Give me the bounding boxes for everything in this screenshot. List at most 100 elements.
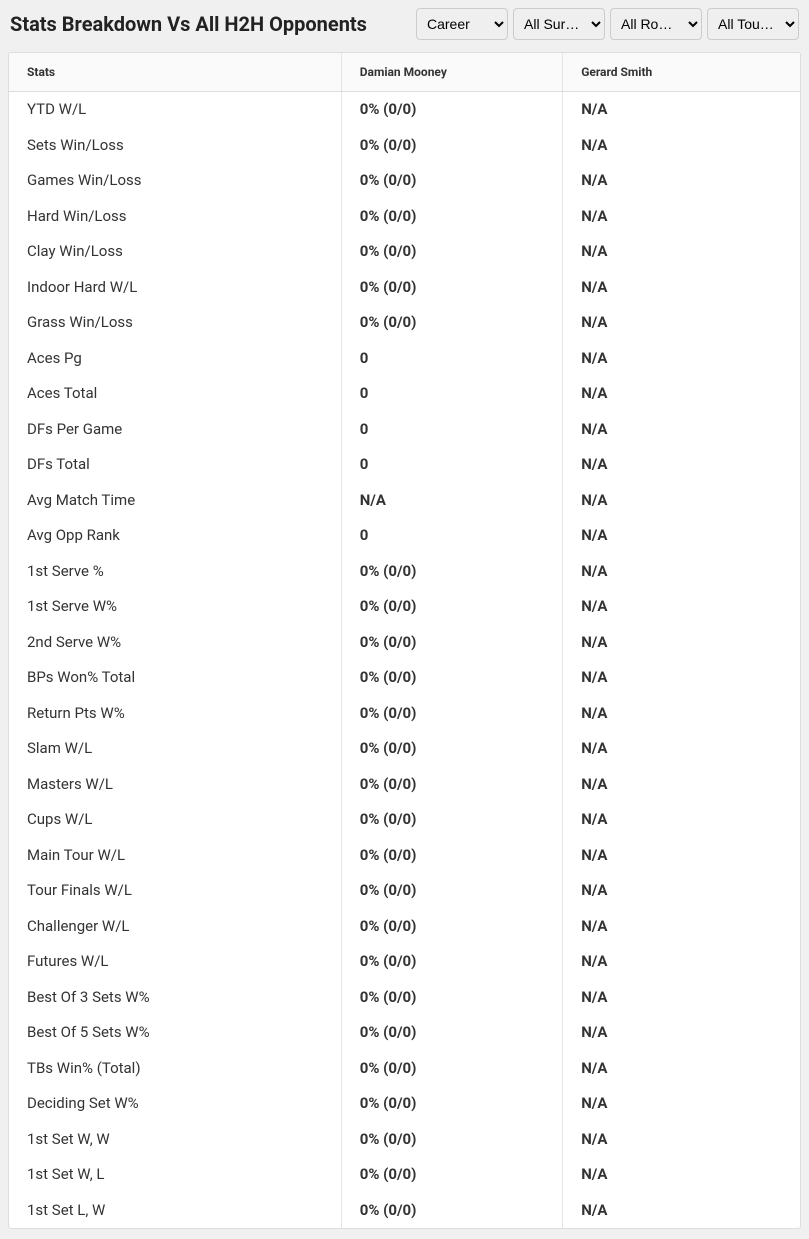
filters-group: Career All Surfaces All Rounds All Tourn… — [416, 8, 799, 40]
player2-value: N/A — [563, 447, 800, 483]
stat-label: Return Pts W% — [9, 696, 341, 732]
player1-value: 0% (0/0) — [341, 944, 562, 980]
player1-value: 0% (0/0) — [341, 767, 562, 803]
stat-label: 1st Set W, W — [9, 1122, 341, 1158]
stat-label: Grass Win/Loss — [9, 305, 341, 341]
player1-value: 0% (0/0) — [341, 838, 562, 874]
stat-label: YTD W/L — [9, 92, 341, 128]
table-row: Return Pts W%0% (0/0)N/A — [9, 696, 800, 732]
stat-label: Hard Win/Loss — [9, 199, 341, 235]
stat-label: DFs Per Game — [9, 412, 341, 448]
stat-label: Slam W/L — [9, 731, 341, 767]
player1-value: 0% (0/0) — [341, 625, 562, 661]
stat-label: Main Tour W/L — [9, 838, 341, 874]
player1-value: 0% (0/0) — [341, 305, 562, 341]
player2-value: N/A — [563, 518, 800, 554]
page-title: Stats Breakdown Vs All H2H Opponents — [10, 12, 367, 36]
player1-value: 0% (0/0) — [341, 980, 562, 1016]
player2-value: N/A — [563, 944, 800, 980]
stat-label: Best Of 3 Sets W% — [9, 980, 341, 1016]
table-row: Best Of 5 Sets W%0% (0/0)N/A — [9, 1015, 800, 1051]
player2-value: N/A — [563, 838, 800, 874]
stat-label: Avg Match Time — [9, 483, 341, 519]
header-bar: Stats Breakdown Vs All H2H Opponents Car… — [0, 0, 809, 48]
player2-value: N/A — [563, 376, 800, 412]
tournament-select[interactable]: All Tournaments — [707, 8, 799, 40]
player2-value: N/A — [563, 270, 800, 306]
player1-value: 0 — [341, 376, 562, 412]
table-header-row: Stats Damian Mooney Gerard Smith — [9, 53, 800, 92]
table-row: 2nd Serve W%0% (0/0)N/A — [9, 625, 800, 661]
surface-select[interactable]: All Surfaces — [513, 8, 605, 40]
player2-value: N/A — [563, 660, 800, 696]
player2-value: N/A — [563, 1086, 800, 1122]
player1-value: 0% (0/0) — [341, 909, 562, 945]
player1-value: 0% (0/0) — [341, 1193, 562, 1229]
player1-value: 0% (0/0) — [341, 1122, 562, 1158]
player2-value: N/A — [563, 92, 800, 128]
stat-label: Cups W/L — [9, 802, 341, 838]
table-row: BPs Won% Total0% (0/0)N/A — [9, 660, 800, 696]
player2-value: N/A — [563, 767, 800, 803]
stat-label: Indoor Hard W/L — [9, 270, 341, 306]
player2-value: N/A — [563, 1122, 800, 1158]
stats-table-wrap: Stats Damian Mooney Gerard Smith YTD W/L… — [8, 52, 801, 1229]
player2-value: N/A — [563, 554, 800, 590]
player2-value: N/A — [563, 909, 800, 945]
col-stats: Stats — [9, 53, 341, 92]
stat-label: Best Of 5 Sets W% — [9, 1015, 341, 1051]
round-select[interactable]: All Rounds — [610, 8, 702, 40]
stat-label: Masters W/L — [9, 767, 341, 803]
table-row: Futures W/L0% (0/0)N/A — [9, 944, 800, 980]
player2-value: N/A — [563, 802, 800, 838]
player2-value: N/A — [563, 873, 800, 909]
stat-label: Clay Win/Loss — [9, 234, 341, 270]
player1-value: 0% (0/0) — [341, 731, 562, 767]
player1-value: 0 — [341, 518, 562, 554]
table-row: Grass Win/Loss0% (0/0)N/A — [9, 305, 800, 341]
stat-label: Games Win/Loss — [9, 163, 341, 199]
player1-value: 0% (0/0) — [341, 660, 562, 696]
player1-value: 0% (0/0) — [341, 1051, 562, 1087]
table-row: Avg Opp Rank0N/A — [9, 518, 800, 554]
player2-value: N/A — [563, 589, 800, 625]
player2-value: N/A — [563, 731, 800, 767]
stat-label: Aces Pg — [9, 341, 341, 377]
table-row: Masters W/L0% (0/0)N/A — [9, 767, 800, 803]
stat-label: Deciding Set W% — [9, 1086, 341, 1122]
player2-value: N/A — [563, 980, 800, 1016]
player1-value: 0% (0/0) — [341, 128, 562, 164]
stat-label: Challenger W/L — [9, 909, 341, 945]
player1-value: 0% (0/0) — [341, 1086, 562, 1122]
table-row: 1st Set W, W0% (0/0)N/A — [9, 1122, 800, 1158]
table-row: DFs Total0N/A — [9, 447, 800, 483]
stat-label: 2nd Serve W% — [9, 625, 341, 661]
player2-value: N/A — [563, 1157, 800, 1193]
player1-value: 0% (0/0) — [341, 1015, 562, 1051]
player1-value: 0% (0/0) — [341, 873, 562, 909]
table-row: 1st Set W, L0% (0/0)N/A — [9, 1157, 800, 1193]
table-row: Best Of 3 Sets W%0% (0/0)N/A — [9, 980, 800, 1016]
player2-value: N/A — [563, 199, 800, 235]
table-row: Deciding Set W%0% (0/0)N/A — [9, 1086, 800, 1122]
player2-value: N/A — [563, 305, 800, 341]
player2-value: N/A — [563, 696, 800, 732]
table-row: Main Tour W/L0% (0/0)N/A — [9, 838, 800, 874]
player2-value: N/A — [563, 128, 800, 164]
player1-value: 0% (0/0) — [341, 802, 562, 838]
col-player1: Damian Mooney — [341, 53, 562, 92]
period-select[interactable]: Career — [416, 8, 508, 40]
stat-label: Aces Total — [9, 376, 341, 412]
player1-value: 0% (0/0) — [341, 270, 562, 306]
col-player2: Gerard Smith — [563, 53, 800, 92]
table-row: 1st Set L, W0% (0/0)N/A — [9, 1193, 800, 1229]
player2-value: N/A — [563, 412, 800, 448]
table-row: 1st Serve %0% (0/0)N/A — [9, 554, 800, 590]
table-row: Indoor Hard W/L0% (0/0)N/A — [9, 270, 800, 306]
player1-value: 0% (0/0) — [341, 554, 562, 590]
stat-label: Avg Opp Rank — [9, 518, 341, 554]
table-row: YTD W/L0% (0/0)N/A — [9, 92, 800, 128]
stats-table: Stats Damian Mooney Gerard Smith YTD W/L… — [9, 53, 800, 1228]
stat-label: TBs Win% (Total) — [9, 1051, 341, 1087]
player1-value: 0 — [341, 341, 562, 377]
